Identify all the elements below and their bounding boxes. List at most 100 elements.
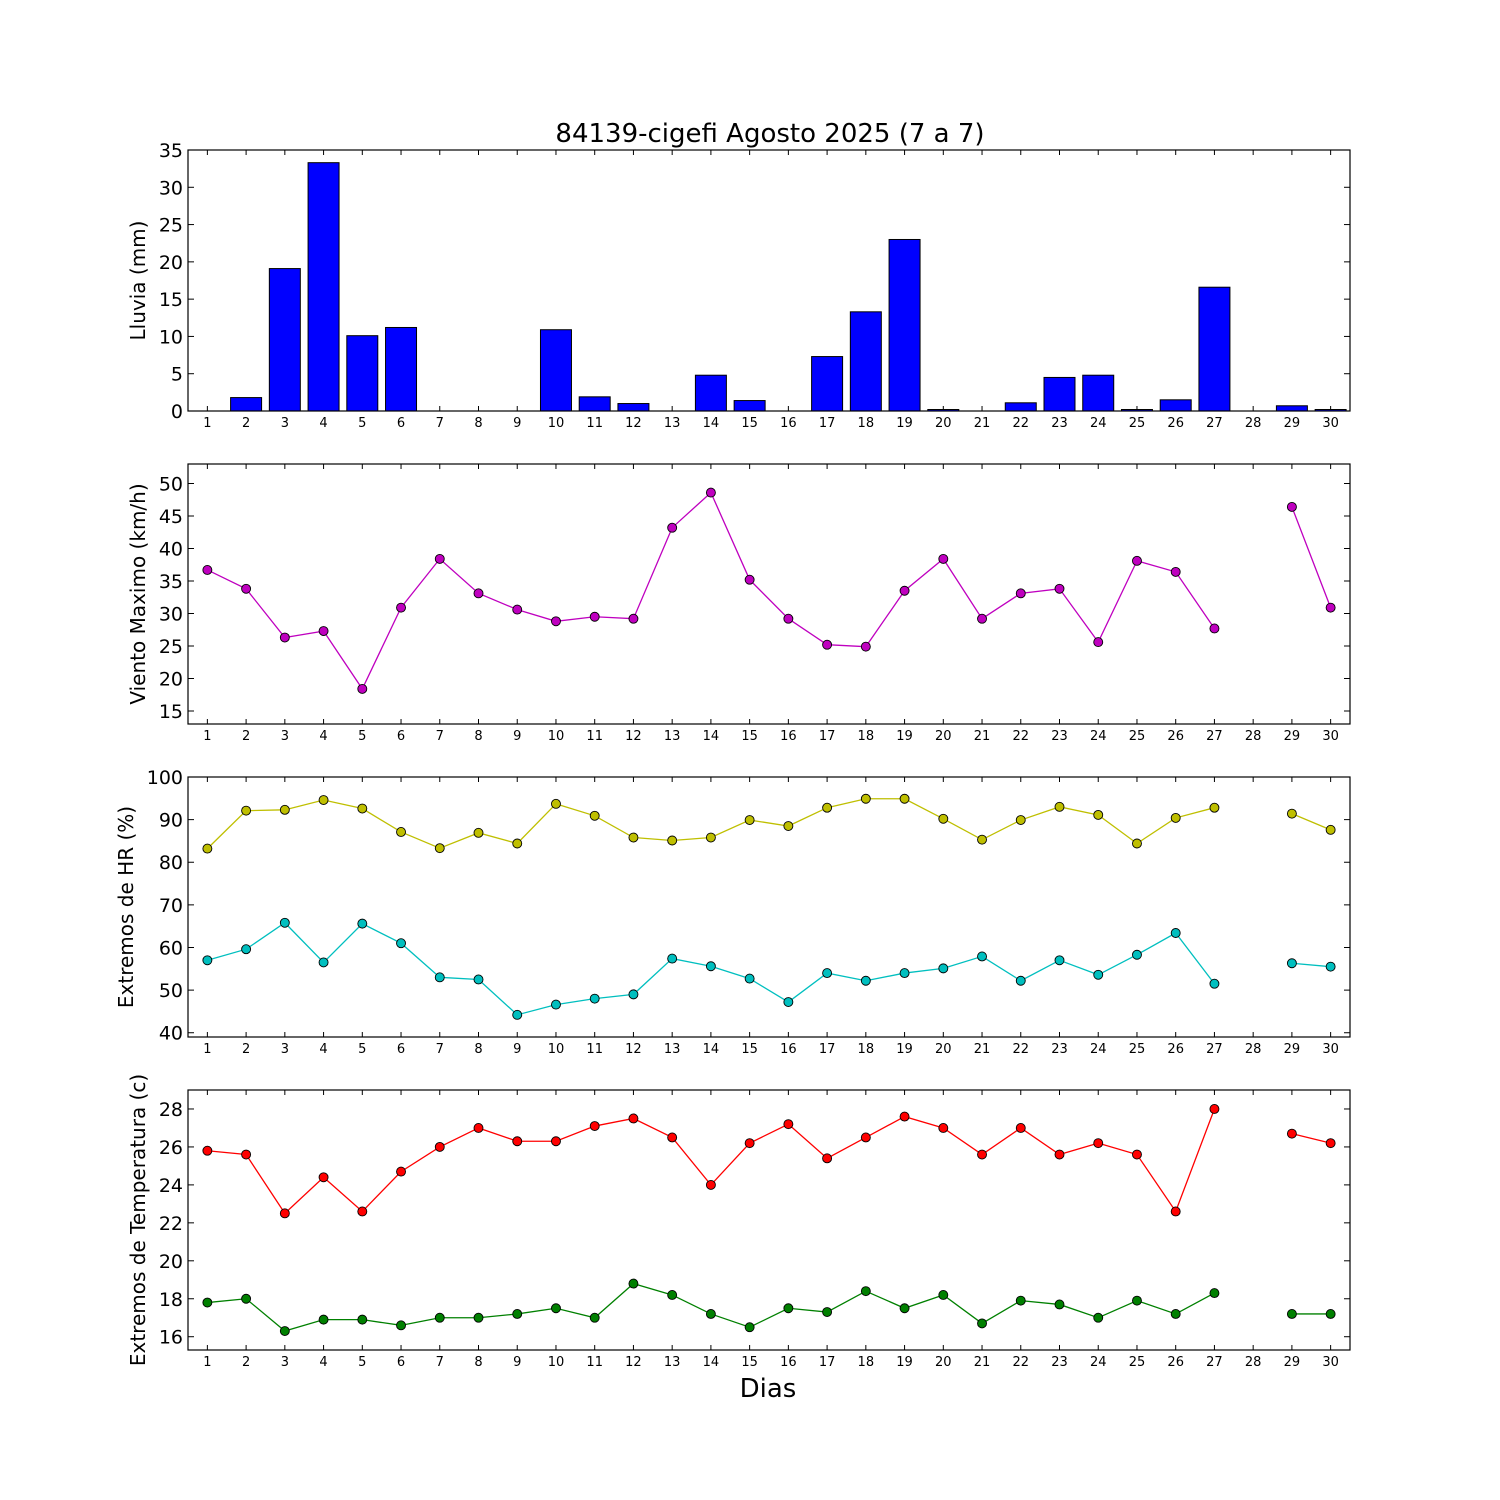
point-series-1-day-14	[705, 832, 716, 843]
point-series-1-day-24	[1093, 1138, 1104, 1149]
x-tick-label: 26	[1167, 416, 1184, 431]
x-tick-label: 8	[474, 729, 482, 744]
x-tick-label: 16	[780, 729, 797, 744]
x-tick-label: 2	[242, 416, 250, 431]
point-series-2-day-1	[202, 955, 213, 966]
point-series-1-day-24	[1093, 637, 1104, 648]
x-tick-label: 30	[1322, 1355, 1339, 1370]
y-tick-label: 5	[171, 364, 183, 386]
point-series-1-day-7	[434, 553, 445, 564]
point-series-1-day-15	[744, 815, 755, 825]
point-series-1-day-6	[396, 1166, 406, 1177]
x-tick-label: 13	[664, 1042, 681, 1057]
point-series-2-day-17	[822, 1307, 833, 1317]
point-series-1-day-2	[241, 1149, 252, 1160]
point-series-1-day-25	[1132, 838, 1142, 849]
y-tick-label: 26	[159, 1137, 183, 1159]
axes-frame	[187, 776, 1351, 1038]
x-tick-label: 21	[974, 1355, 991, 1370]
x-tick-label: 12	[625, 1355, 642, 1370]
point-series-1-day-5	[357, 1206, 368, 1217]
x-tick-label: 15	[741, 416, 758, 431]
point-series-1-day-1	[202, 843, 213, 854]
x-tick-label: 9	[513, 416, 521, 431]
point-series-1-day-13	[667, 1132, 678, 1143]
x-tick-label: 19	[896, 1042, 913, 1057]
point-series-1-day-23	[1054, 801, 1065, 812]
point-series-2-day-13	[667, 1290, 678, 1300]
bar-day-6	[385, 326, 418, 412]
x-tick-label: 27	[1206, 1042, 1223, 1057]
y-tick-label: 10	[159, 326, 183, 348]
point-series-2-day-21	[977, 1318, 987, 1329]
y-tick-label: 15	[159, 701, 183, 723]
point-series-1-day-20	[938, 813, 949, 824]
point-series-2-day-3	[279, 917, 290, 928]
point-series-2-day-14	[705, 1308, 716, 1319]
x-tick-label: 7	[436, 729, 444, 744]
axes-frame	[187, 1089, 1351, 1351]
y-tick-label: 50	[159, 980, 183, 1002]
point-series-1-day-16	[783, 613, 794, 624]
point-series-1-day-2	[241, 583, 252, 594]
x-tick-label: 5	[358, 1355, 366, 1370]
point-series-2-day-25	[1132, 949, 1142, 960]
x-tick-label: 17	[819, 729, 836, 744]
x-tick-label: 1	[203, 1355, 211, 1370]
x-tick-label: 15	[741, 1355, 758, 1370]
x-tick-label: 2	[242, 729, 250, 744]
bar-day-11	[578, 396, 611, 412]
point-series-1-day-10	[551, 616, 561, 627]
point-series-2-day-16	[783, 997, 794, 1007]
x-tick-label: 13	[664, 416, 681, 431]
x-tick-label: 14	[703, 1355, 720, 1370]
point-series-1-day-8	[473, 1123, 484, 1133]
y-tick-label: 18	[159, 1289, 183, 1311]
x-tick-label: 28	[1245, 1355, 1262, 1370]
point-series-1-day-27	[1209, 623, 1220, 634]
bar-day-12	[617, 403, 650, 412]
point-series-1-day-16	[783, 821, 794, 831]
y-tick-label: 25	[159, 215, 183, 237]
y-tick-label: 30	[159, 604, 183, 626]
point-series-2-day-12	[628, 1278, 639, 1289]
x-tick-label: 6	[397, 1355, 405, 1370]
x-tick-label: 11	[586, 1355, 603, 1370]
y-tick-label: 25	[159, 636, 183, 658]
point-series-1-day-11	[589, 1121, 600, 1132]
x-tick-label: 12	[625, 729, 642, 744]
x-tick-label: 30	[1322, 1042, 1339, 1057]
point-series-2-day-24	[1093, 969, 1104, 980]
x-tick-label: 25	[1129, 729, 1146, 744]
point-series-2-day-22	[1015, 975, 1026, 986]
x-tick-label: 26	[1167, 1355, 1184, 1370]
x-tick-label: 17	[819, 1042, 836, 1057]
point-series-1-day-11	[589, 810, 600, 821]
point-series-2-day-17	[822, 968, 833, 979]
point-series-1-day-29	[1286, 1128, 1297, 1139]
axes-frame	[187, 149, 1351, 412]
point-series-1-day-17	[822, 639, 833, 650]
x-tick-label: 7	[436, 1355, 444, 1370]
point-series-1-day-25	[1132, 1149, 1142, 1160]
x-tick-label: 10	[548, 416, 565, 431]
y-tick-label: 100	[147, 767, 183, 789]
point-series-2-day-25	[1132, 1295, 1142, 1306]
y-tick-label: 50	[159, 474, 183, 496]
point-series-1-day-30	[1325, 602, 1336, 613]
x-tick-label: 18	[858, 416, 875, 431]
x-tick-label: 12	[625, 1042, 642, 1057]
x-tick-label: 1	[203, 1042, 211, 1057]
x-tick-label: 20	[935, 1042, 952, 1057]
point-series-1-day-18	[860, 793, 871, 804]
point-series-2-day-9	[512, 1009, 523, 1020]
point-series-1-day-13	[667, 522, 678, 533]
x-tick-label: 21	[974, 729, 991, 744]
x-tick-label: 5	[358, 1042, 366, 1057]
x-tick-label: 24	[1090, 1355, 1107, 1370]
point-series-1-day-22	[1015, 815, 1026, 825]
bar-day-23	[1043, 376, 1076, 412]
point-series-2-day-10	[551, 999, 561, 1010]
point-series-1-day-30	[1325, 824, 1336, 835]
y-tick-label: 28	[159, 1099, 183, 1121]
